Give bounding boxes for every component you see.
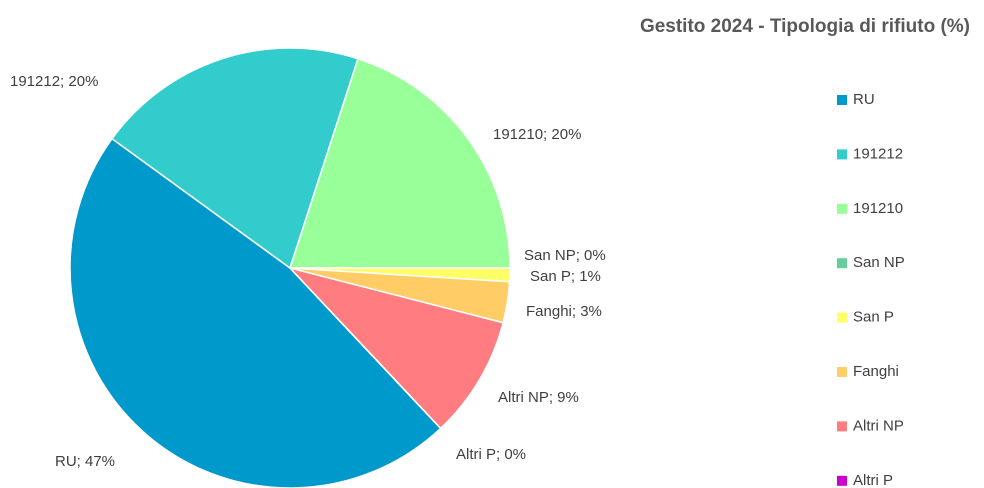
data-label: Altri NP; 9% xyxy=(498,389,579,406)
legend-swatch xyxy=(837,475,847,486)
legend-label: Altri P xyxy=(853,472,893,488)
legend-swatch xyxy=(837,258,847,269)
data-label: Altri P; 0% xyxy=(456,446,526,463)
legend-swatch xyxy=(837,203,847,214)
pie-slice xyxy=(289,267,442,429)
legend-label: 191210 xyxy=(853,200,903,217)
legend-swatch xyxy=(837,421,847,432)
pie-slice xyxy=(69,137,442,488)
legend-label: San P xyxy=(853,309,894,326)
legend-swatch xyxy=(837,312,847,323)
legend-label: Fanghi xyxy=(853,363,899,380)
data-label: Fanghi; 3% xyxy=(526,303,602,320)
legend-swatch xyxy=(837,367,847,377)
pie-slice xyxy=(110,47,359,270)
legend-label: Altri NP xyxy=(853,417,904,434)
legend-swatch xyxy=(837,95,847,105)
data-label: San NP; 0% xyxy=(524,247,606,264)
data-label: 191210; 20% xyxy=(493,126,581,143)
data-label: 191212; 20% xyxy=(10,73,98,90)
pie-slice xyxy=(287,266,505,430)
pie-slice xyxy=(288,57,511,269)
legend-label: RU xyxy=(853,91,875,108)
data-label: RU; 47% xyxy=(55,453,115,470)
legend-label: 191212 xyxy=(853,145,903,162)
legend-label: San NP xyxy=(853,254,905,271)
chart-title: Gestito 2024 - Tipologia di rifiuto (%) xyxy=(640,16,970,37)
legend-swatch xyxy=(837,149,847,160)
data-label: San P; 1% xyxy=(530,268,601,285)
